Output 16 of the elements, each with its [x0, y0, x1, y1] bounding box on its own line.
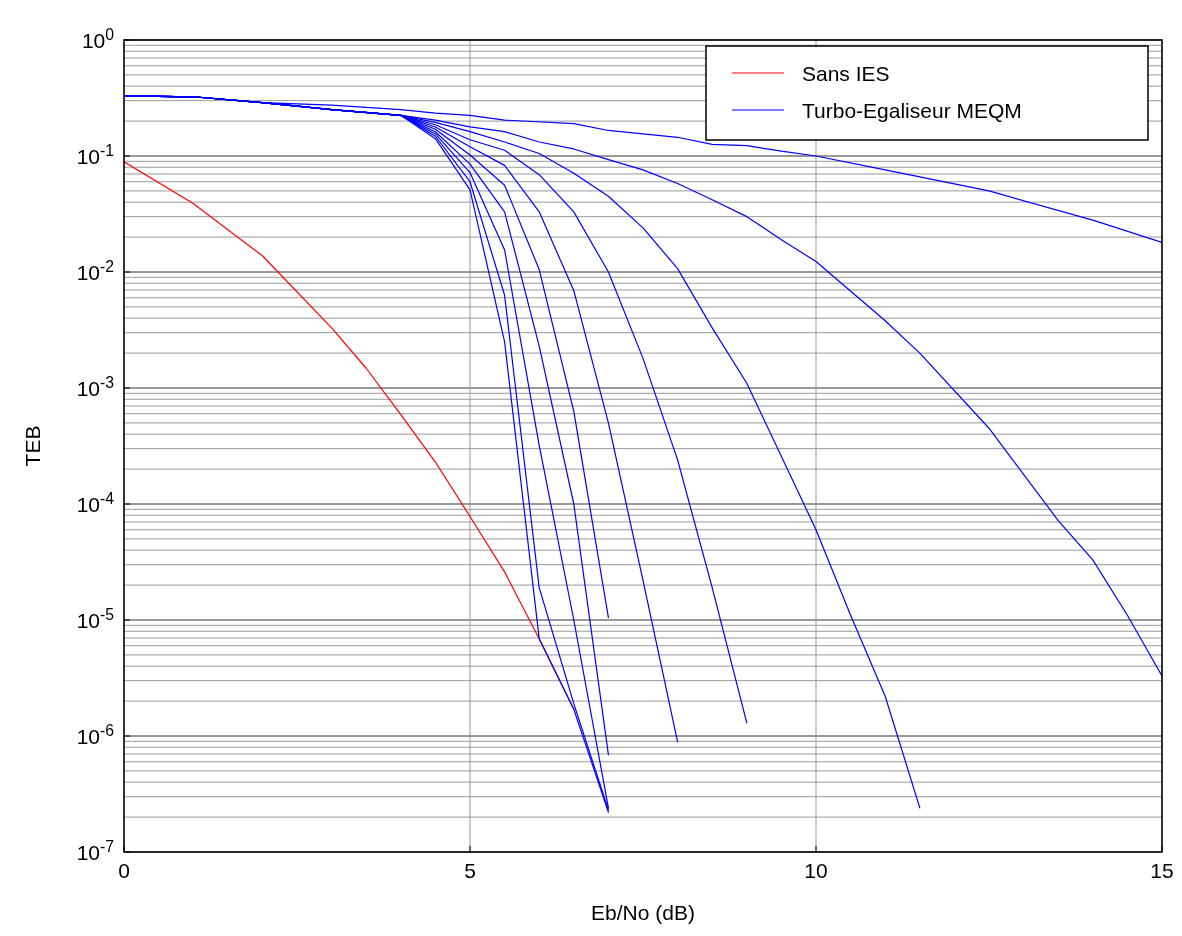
- y-tick-label: 10$^{-4}$: [76, 489, 115, 516]
- y-tick-label: 10$^{-2}$: [76, 257, 114, 284]
- y-tick-label: 10$^{-1}$: [76, 141, 114, 168]
- x-tick-label: 0: [118, 859, 130, 882]
- y-tick-label: 10$^{-7}$: [76, 837, 114, 864]
- y-axis-title: TEB: [21, 425, 44, 467]
- x-tick-label: 15: [1150, 859, 1174, 882]
- x-tick-label: 5: [464, 859, 476, 882]
- y-tick-label: 10$^{0}$: [81, 25, 115, 52]
- legend-label: Turbo-Egaliseur MEQM: [802, 99, 1022, 122]
- y-tick-label: 10$^{-3}$: [76, 373, 115, 400]
- x-tick-label: 10: [804, 859, 828, 882]
- legend-label: Sans IES: [802, 62, 890, 85]
- y-tick-label: 10$^{-6}$: [76, 721, 115, 748]
- y-tick-label: 10$^{-5}$: [76, 605, 115, 632]
- x-axis-title: Eb/No (dB): [591, 901, 695, 924]
